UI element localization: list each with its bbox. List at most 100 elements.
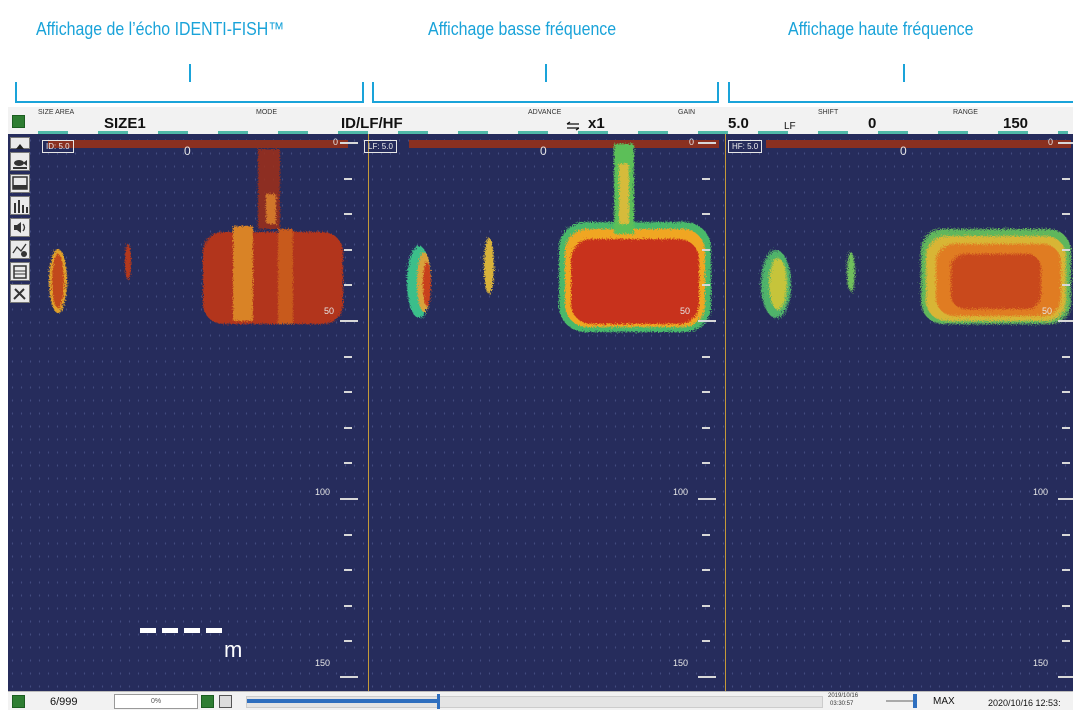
depth-tick xyxy=(1062,533,1070,536)
lf-depth-50: 50 xyxy=(680,306,691,316)
noise-layer xyxy=(8,134,1073,691)
gain-label: GAIN xyxy=(678,109,696,116)
id-depth-50: 50 xyxy=(324,306,335,316)
depth-tick xyxy=(344,355,352,358)
depth-tick xyxy=(1058,142,1073,144)
lf-depth-150: 150 xyxy=(673,658,689,668)
depth-tick xyxy=(344,426,352,429)
depth-tick xyxy=(1062,604,1070,607)
depth-tick xyxy=(702,569,710,572)
advance-value[interactable]: x1 xyxy=(588,115,605,132)
scroll-up-button[interactable] xyxy=(10,137,30,149)
depth-tick xyxy=(702,426,710,429)
volume-slider[interactable] xyxy=(886,700,916,702)
depth-tick xyxy=(698,320,716,322)
high-frequency-panel xyxy=(726,134,1073,691)
lf-gain-tag: LF: 5.0 xyxy=(364,140,397,153)
range-label: RANGE xyxy=(953,109,978,116)
caption-high-frequency: Affichage haute fréquence xyxy=(788,18,974,39)
depth-tick xyxy=(702,284,710,287)
hf-zero-marker: 0 xyxy=(900,144,907,158)
camera-icon[interactable] xyxy=(219,695,232,708)
size-area-value[interactable]: SIZE1 xyxy=(104,115,146,132)
histogram-icon xyxy=(14,200,28,213)
display-mode-button[interactable] xyxy=(10,174,30,193)
depth-tick xyxy=(1062,284,1070,287)
hf-depth-100: 100 xyxy=(1033,487,1049,497)
playback-slider-fill xyxy=(247,699,437,703)
depth-tick xyxy=(1062,462,1070,465)
depth-tick xyxy=(344,533,352,536)
depth-tick xyxy=(1062,177,1070,180)
gain-frequency: LF xyxy=(784,121,796,132)
histogram-button[interactable] xyxy=(10,196,30,215)
caption-low-frequency: Affichage basse fréquence xyxy=(428,18,617,39)
depth-tick xyxy=(1058,498,1073,500)
top-status-bar: SIZE AREA SIZE1 MODE ID/LF/HF ADVANCE x1… xyxy=(8,107,1073,135)
hf-depth-50: 50 xyxy=(1042,306,1053,316)
depth-tick xyxy=(344,284,352,287)
playback-date: 2019/10/16 xyxy=(828,693,859,699)
depth-tick xyxy=(702,355,710,358)
playback-slider[interactable] xyxy=(246,694,823,709)
scale-unit: m xyxy=(224,637,243,662)
id-echo-image xyxy=(48,140,348,324)
depth-tick xyxy=(702,533,710,536)
playback-icon[interactable] xyxy=(201,695,214,708)
bottom-status-bar: 6/999 0% 2019/10/16 03:30:57 MAX 2020/10… xyxy=(8,691,1073,710)
chart-settings-icon xyxy=(12,243,27,257)
caption-brackets xyxy=(15,64,1073,103)
id-depth-100: 100 xyxy=(315,487,331,497)
tools-button[interactable] xyxy=(10,284,30,303)
depth-tick xyxy=(702,391,710,394)
depth-tick xyxy=(702,604,710,607)
fish-size-button[interactable] xyxy=(10,152,30,171)
depth-tick xyxy=(698,142,716,144)
id-gain-tag: ID: 5.0 xyxy=(42,140,74,153)
lf-depth-0: 0 xyxy=(689,137,695,147)
caption-id-echo: Affichage de l’écho IDENTI-FISH™ xyxy=(36,18,285,39)
tools-icon xyxy=(13,288,26,300)
menu-icon[interactable] xyxy=(12,115,25,128)
depth-tick xyxy=(344,462,352,465)
depth-tick xyxy=(340,142,358,144)
depth-tick xyxy=(702,248,710,251)
depth-tick xyxy=(344,640,352,643)
shift-value[interactable]: 0 xyxy=(868,115,877,132)
depth-tick xyxy=(340,320,358,322)
hf-gain-tag: HF: 5.0 xyxy=(728,140,763,153)
id-depth-0: 0 xyxy=(333,137,339,147)
low-frequency-image xyxy=(407,140,719,332)
depth-tick xyxy=(344,569,352,572)
gain-value[interactable]: 5.0 xyxy=(728,115,749,132)
depth-tick xyxy=(702,177,710,180)
depth-tick xyxy=(1062,391,1070,394)
lf-zero-marker: 0 xyxy=(540,144,547,158)
depth-tick xyxy=(702,640,710,643)
depth-tick xyxy=(340,498,358,500)
bottom-menu-icon[interactable] xyxy=(12,695,25,708)
depth-tick xyxy=(1058,676,1073,678)
sound-button[interactable] xyxy=(10,218,30,237)
echogram-screen: ID: 5.0 LF: 5.0 HF: 5.0 0 0 0 0 50 100 1… xyxy=(8,134,1073,691)
playback-slider-handle[interactable] xyxy=(437,694,440,709)
calendar-button[interactable] xyxy=(10,262,30,281)
display-mode-icon xyxy=(12,176,28,190)
depth-tick xyxy=(1062,213,1070,216)
mode-value[interactable]: ID/LF/HF xyxy=(341,115,403,132)
hf-depth-0: 0 xyxy=(1048,137,1054,147)
scale-bar xyxy=(140,628,224,633)
chart-settings-button[interactable] xyxy=(10,240,30,259)
depth-tick xyxy=(344,213,352,216)
advance-arrows-icon xyxy=(566,118,580,131)
mode-label: MODE xyxy=(256,109,277,116)
zoom-strip xyxy=(38,131,1068,134)
depth-tick xyxy=(1062,426,1070,429)
fish-size-icon xyxy=(13,160,27,169)
calendar-icon xyxy=(13,265,27,279)
high-frequency-image xyxy=(761,140,1071,324)
depth-tick xyxy=(1062,569,1070,572)
volume-handle[interactable] xyxy=(913,694,917,708)
progress-percent: 0% xyxy=(114,694,198,709)
range-value[interactable]: 150 xyxy=(1003,115,1029,132)
